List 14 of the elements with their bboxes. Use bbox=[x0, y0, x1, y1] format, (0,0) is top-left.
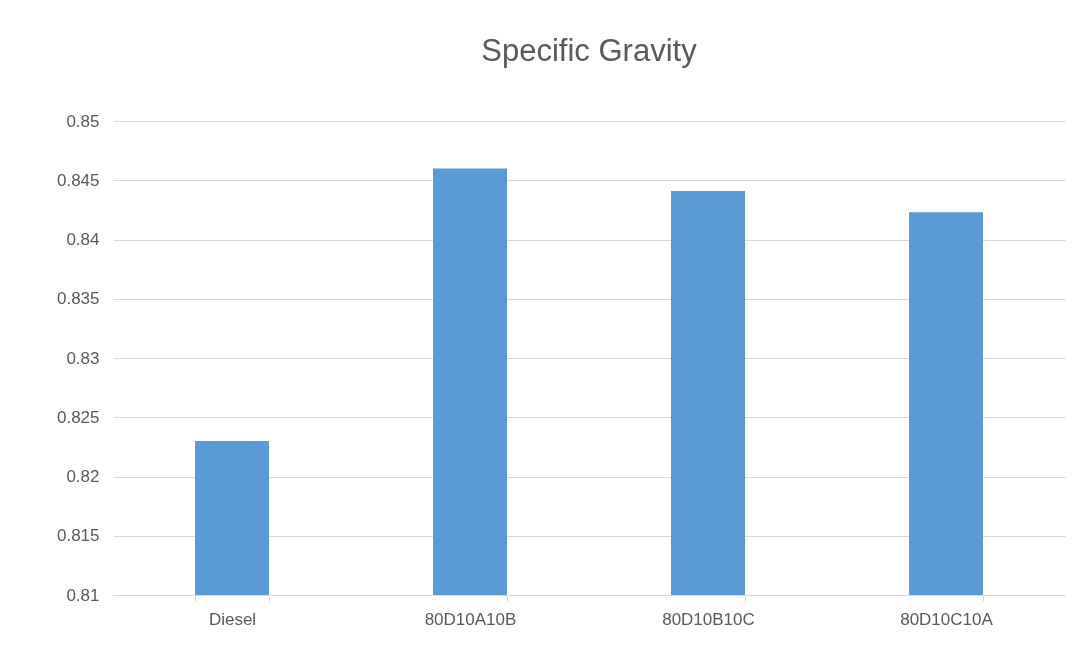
y-tick-label: 0.85 bbox=[66, 111, 100, 131]
y-tick-label: 0.83 bbox=[66, 348, 100, 368]
y-tick-label: 0.825 bbox=[56, 407, 100, 427]
chart-title: Specific Gravity bbox=[481, 33, 698, 68]
y-tick-label: 0.835 bbox=[56, 289, 100, 309]
x-tick-label: 80D10B10C bbox=[662, 609, 755, 629]
y-tick-label: 0.815 bbox=[56, 526, 100, 546]
y-tick-label: 0.84 bbox=[66, 230, 100, 249]
y-tick-label: 0.845 bbox=[56, 170, 100, 190]
y-tick-label: 0.81 bbox=[66, 585, 100, 605]
y-tick-label: 0.82 bbox=[66, 467, 100, 486]
x-tick-label: 80D10A10B bbox=[424, 609, 517, 629]
x-tick-label: 80D10C10A bbox=[900, 609, 994, 629]
x-tick-label: Diesel bbox=[208, 609, 257, 629]
